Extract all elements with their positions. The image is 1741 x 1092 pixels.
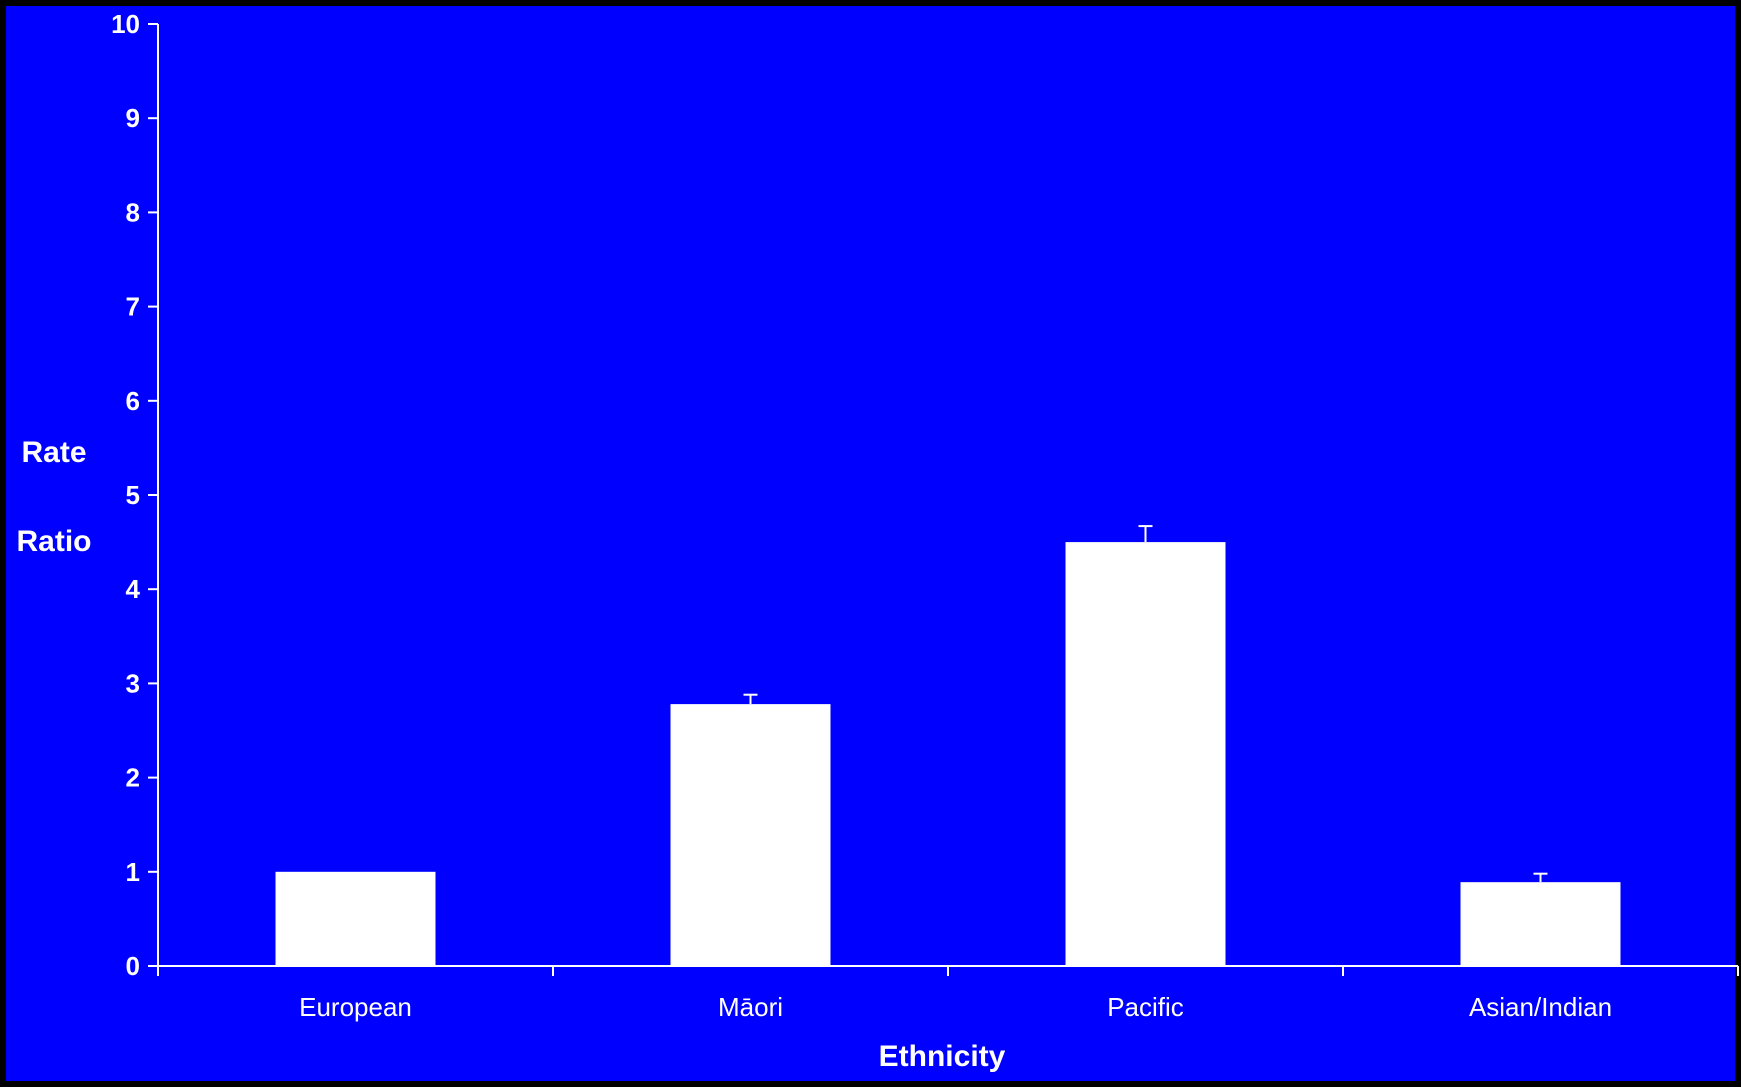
y-tick-label: 8 (126, 197, 140, 227)
bar (275, 871, 436, 966)
bar (1460, 882, 1621, 966)
y-axis-title-line-2: Ratio (17, 525, 92, 558)
x-axis-title: Ethnicity (879, 1040, 1006, 1073)
x-tick-label: Asian/Indian (1469, 992, 1612, 1022)
y-tick-label: 6 (126, 386, 140, 416)
x-tick-label: Māori (718, 992, 783, 1022)
y-tick-label: 2 (126, 763, 140, 793)
y-tick-label: 9 (126, 103, 140, 133)
bar (670, 704, 831, 966)
y-tick-label: 10 (111, 9, 140, 39)
y-tick-label: 3 (126, 668, 140, 698)
y-tick-label: 1 (126, 857, 140, 887)
error-bars (743, 525, 1548, 883)
y-axis: 0 1 2 3 4 5 6 7 8 9 10 (111, 9, 159, 981)
y-tick-label: 4 (126, 574, 141, 604)
bar (1065, 542, 1226, 966)
x-tick-label: European (299, 992, 412, 1022)
y-tick-label: 7 (126, 292, 140, 322)
x-tick-label: Pacific (1107, 992, 1184, 1022)
y-axis-title-line-1: Rate (21, 436, 86, 469)
bars (275, 542, 1621, 966)
y-tick-label: 0 (126, 951, 140, 981)
y-tick-label: 5 (126, 480, 140, 510)
